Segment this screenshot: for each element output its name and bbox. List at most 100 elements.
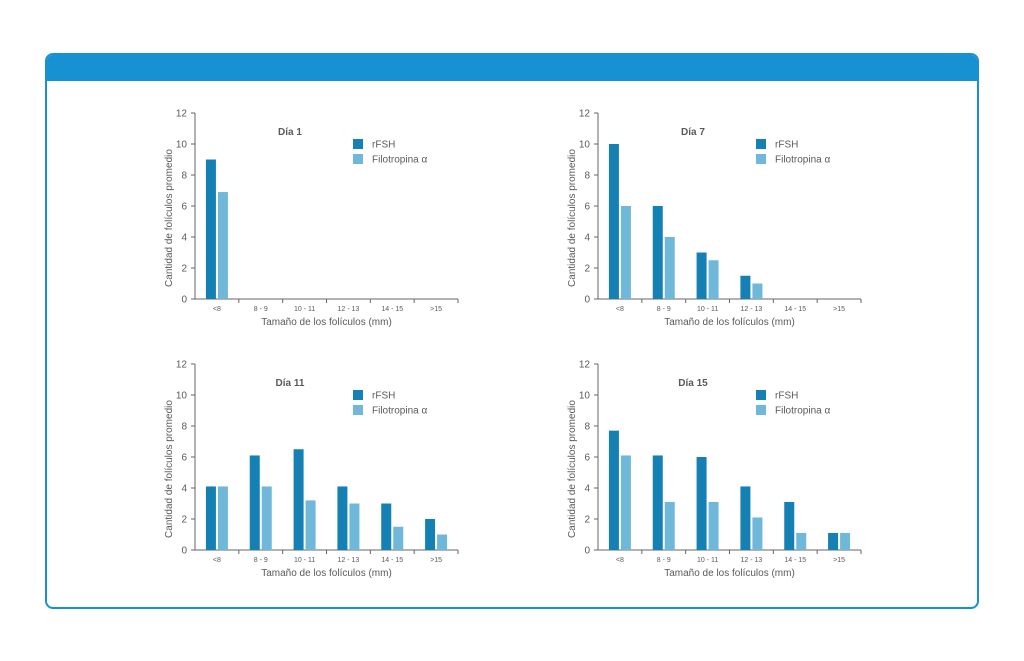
y-tick-label: 2 — [181, 264, 187, 275]
y-tick-label: 4 — [584, 233, 590, 244]
legend-label-rfsh: rFSH — [775, 391, 798, 402]
x-tick-label: 10 - 11 — [697, 557, 718, 564]
bar-rfsh — [381, 503, 392, 550]
x-axis-title: Tamaño de los folículos (mm) — [261, 317, 392, 328]
bar-rfsh — [740, 486, 751, 550]
y-tick-label: 10 — [579, 391, 591, 402]
panel-title: Día 1 — [278, 127, 302, 138]
bar-filotropina — [437, 534, 448, 550]
y-tick-label: 6 — [181, 202, 187, 213]
y-tick-label: 0 — [181, 546, 187, 557]
x-tick-label: <8 — [616, 557, 624, 564]
y-tick-label: 12 — [176, 360, 188, 371]
bar-filotropina — [708, 501, 719, 550]
x-axis-title: Tamaño de los folículos (mm) — [664, 317, 795, 328]
bar-rfsh — [337, 486, 348, 550]
x-tick-label: 8 - 9 — [657, 306, 671, 313]
y-tick-label: 6 — [584, 453, 590, 464]
y-tick-label: 2 — [584, 515, 590, 526]
y-tick-label: 2 — [181, 515, 187, 526]
bar-filotropina — [620, 206, 631, 299]
bar-rfsh — [740, 275, 751, 299]
legend-label-rfsh: rFSH — [775, 140, 798, 151]
x-tick-label: >15 — [430, 306, 442, 313]
x-tick-label: >15 — [833, 306, 845, 313]
y-tick-label: 8 — [181, 171, 187, 182]
legend-swatch-rfsh — [756, 139, 766, 149]
y-tick-label: 10 — [176, 140, 188, 151]
x-tick-label: <8 — [213, 306, 221, 313]
legend-swatch-rfsh — [353, 390, 363, 400]
panel-title: Día 11 — [276, 378, 305, 389]
x-tick-label: 10 - 11 — [294, 306, 315, 313]
legend-swatch-rfsh — [353, 139, 363, 149]
bar-filotropina — [349, 503, 360, 550]
card-header-bar — [47, 55, 977, 81]
y-tick-label: 4 — [181, 484, 187, 495]
legend-label-rfsh: rFSH — [372, 391, 395, 402]
bar-rfsh — [696, 252, 707, 299]
x-tick-label: 14 - 15 — [784, 306, 806, 313]
x-tick-label: 12 - 13 — [741, 557, 763, 564]
legend-swatch-filotropina — [756, 405, 766, 415]
bar-filotropina — [217, 192, 228, 299]
bar-filotropina — [796, 532, 807, 550]
bar-filotropina — [393, 526, 404, 550]
bar-filotropina — [664, 237, 675, 299]
legend-swatch-filotropina — [756, 154, 766, 164]
bar-rfsh — [652, 206, 663, 299]
x-tick-label: >15 — [833, 557, 845, 564]
x-tick-label: 14 - 15 — [784, 557, 806, 564]
x-tick-label: <8 — [213, 557, 221, 564]
legend-label-filotropina: Filotropina α — [775, 155, 830, 166]
x-axis-title: Tamaño de los folículos (mm) — [261, 568, 392, 579]
y-tick-label: 0 — [584, 546, 590, 557]
x-tick-label: 10 - 11 — [294, 557, 315, 564]
x-tick-label: 12 - 13 — [741, 306, 763, 313]
legend-label-filotropina: Filotropina α — [372, 406, 427, 417]
bar-rfsh — [425, 519, 436, 550]
y-axis-title: Cantidad de folículos promedio — [164, 149, 175, 287]
bar-rfsh — [784, 501, 795, 550]
bar-filotropina — [752, 517, 763, 550]
y-tick-label: 12 — [579, 360, 591, 371]
x-tick-label: 8 - 9 — [254, 306, 268, 313]
x-axis-title: Tamaño de los folículos (mm) — [664, 568, 795, 579]
y-axis-title: Cantidad de folículos promedio — [567, 400, 578, 538]
x-tick-label: 10 - 11 — [697, 306, 718, 313]
y-tick-label: 8 — [584, 422, 590, 433]
bar-rfsh — [205, 159, 216, 299]
chart-dia-7: 0 2 4 6 8 10 12 <8 8 - 9 10 - 11 12 - 13 14 - 15 >15… — [567, 109, 862, 328]
y-tick-label: 12 — [176, 109, 188, 120]
y-tick-label: 6 — [584, 202, 590, 213]
bar-rfsh — [249, 455, 260, 550]
panel-title: Día 15 — [678, 378, 708, 389]
bar-filotropina — [305, 500, 316, 550]
chart-card — [45, 53, 979, 609]
x-tick-label: >15 — [430, 557, 442, 564]
bar-filotropina — [840, 532, 851, 550]
y-tick-label: 0 — [181, 295, 187, 306]
bar-rfsh — [293, 449, 304, 550]
bar-filotropina — [752, 283, 763, 299]
bar-rfsh — [608, 144, 619, 299]
bar-rfsh — [828, 532, 839, 550]
x-tick-label: 12 - 13 — [338, 306, 360, 313]
y-tick-label: 2 — [584, 264, 590, 275]
y-tick-label: 4 — [584, 484, 590, 495]
bar-rfsh — [652, 455, 663, 550]
bar-filotropina — [664, 501, 675, 550]
chart-dia-1: 0 2 4 6 8 10 12 <8 8 - 9 10 - 11 12 - 13 14 - 15 >15… — [164, 109, 459, 328]
chart-dia-15: 0 2 4 6 8 10 12 <8 8 - 9 10 - 11 12 - 13 14 - 15 >15… — [567, 360, 862, 579]
x-tick-label: <8 — [616, 306, 624, 313]
y-tick-label: 8 — [584, 171, 590, 182]
y-tick-label: 10 — [579, 140, 591, 151]
y-tick-label: 10 — [176, 391, 188, 402]
x-tick-label: 8 - 9 — [657, 557, 671, 564]
x-tick-label: 14 - 15 — [381, 557, 403, 564]
x-tick-label: 8 - 9 — [254, 557, 268, 564]
x-tick-label: 14 - 15 — [381, 306, 403, 313]
y-axis-title: Cantidad de folículos promedio — [567, 149, 578, 287]
legend-swatch-rfsh — [756, 390, 766, 400]
bar-filotropina — [708, 260, 719, 299]
